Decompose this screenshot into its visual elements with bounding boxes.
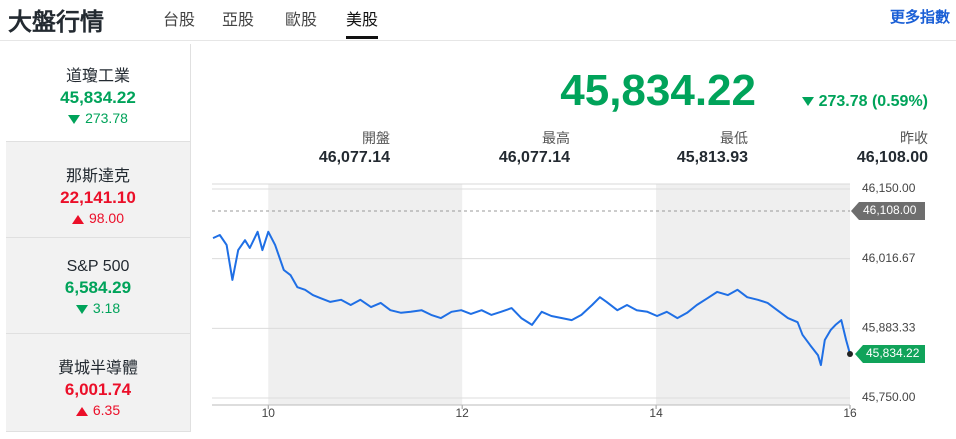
index-name: S&P 500 [66, 258, 130, 275]
change-arrow [75, 304, 88, 314]
change-text: 98.00 [88, 210, 125, 226]
y-tick-label: 46,016.67 [862, 251, 916, 265]
change-arrow [71, 214, 84, 224]
change-text: 3.18 [92, 300, 121, 316]
index-change: 3.18 [6, 300, 190, 316]
last-value-label: 45,834.22 [866, 346, 920, 360]
stat-label: 最高 [542, 130, 570, 146]
index-item[interactable]: 費城半導體 6,001.74 6.35 [6, 334, 190, 432]
index-value: 22,141.10 [60, 188, 136, 207]
change-arrow [75, 406, 88, 416]
index-item[interactable]: 道瓊工業 45,834.22 273.78 [6, 44, 190, 142]
change-arrow [68, 114, 81, 124]
change-text: 273.78 (0.59%) [818, 93, 928, 110]
x-tick-label: 10 [262, 406, 276, 420]
index-change: 6.35 [6, 402, 190, 418]
stat-value: 46,077.14 [498, 149, 570, 166]
x-tick-label: 16 [843, 406, 857, 420]
index-item[interactable]: 那斯達克 22,141.10 98.00 [6, 142, 190, 238]
index-value: 6,001.74 [64, 380, 132, 399]
stat-label: 最低 [720, 130, 748, 146]
last-tag [855, 344, 925, 363]
change-text: 273.78 [85, 110, 128, 126]
tab[interactable]: 美股 [346, 6, 379, 39]
index-name: 費城半導體 [57, 360, 138, 377]
index-name: 那斯達克 [65, 168, 130, 185]
stat-value: 45,813.93 [676, 149, 748, 166]
index-value: 45,834.22 [60, 88, 136, 107]
page-title: 大盤行情 [8, 9, 104, 36]
y-tick-label: 46,150.00 [862, 181, 916, 195]
tab[interactable]: 亞股 [222, 12, 255, 29]
stat-label: 昨收 [900, 130, 928, 146]
y-tick-label: 45,883.33 [862, 321, 916, 335]
index-name: 道瓊工業 [65, 68, 130, 85]
index-value: 6,584.29 [64, 278, 132, 297]
reference-label: 46,108.00 [863, 203, 917, 217]
stat-label: 開盤 [362, 130, 390, 146]
x-tick-label: 12 [455, 406, 469, 420]
index-change: 273.78 [6, 110, 190, 126]
y-tick-label: 45,750.00 [862, 390, 916, 404]
index-item[interactable]: S&P 500 6,584.29 3.18 [6, 238, 190, 334]
quote-change: 273.78 (0.59%) [801, 93, 928, 111]
more-link[interactable]: 更多指數 [889, 9, 950, 26]
change-arrow [801, 97, 814, 107]
last-point [847, 350, 853, 357]
index-change: 98.00 [6, 210, 190, 226]
stat-value: 46,108.00 [856, 149, 928, 166]
tab[interactable]: 台股 [163, 12, 196, 29]
divider [0, 40, 956, 41]
change-text: 6.35 [92, 402, 121, 418]
index-list: 道瓊工業 45,834.22 273.78 那斯達克 22,141.10 98.00 S&P… [6, 44, 191, 432]
tab[interactable]: 歐股 [285, 12, 318, 29]
stat-value: 46,077.14 [318, 149, 390, 166]
session-shade [656, 184, 850, 405]
session-shade [268, 184, 463, 405]
price-line [212, 230, 851, 367]
reference-tag [851, 201, 925, 220]
quote-value: 45,834.22 [560, 66, 756, 115]
x-tick-label: 14 [649, 406, 663, 420]
